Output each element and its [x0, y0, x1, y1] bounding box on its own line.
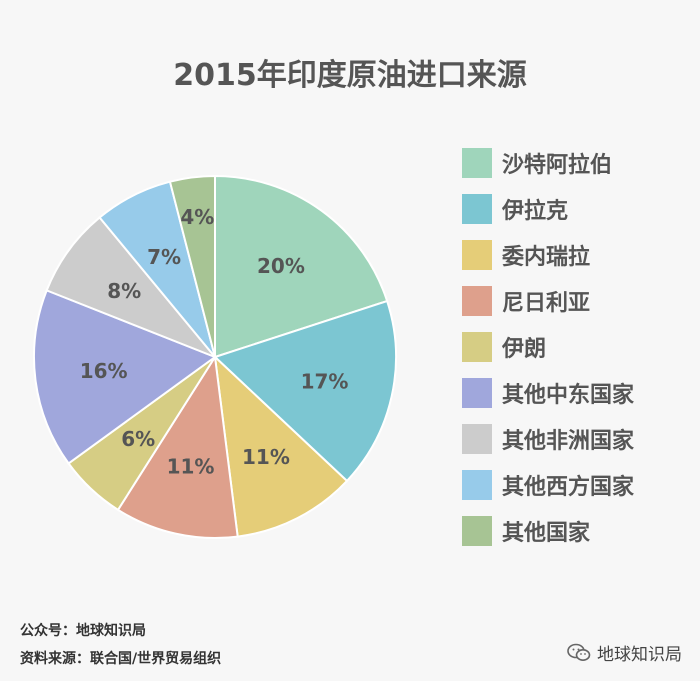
legend: 沙特阿拉伯伊拉克委内瑞拉尼日利亚伊朗其他中东国家 其他非洲国家 其他西方国家 其他国家	[462, 140, 634, 554]
legend-swatch-0	[462, 148, 492, 178]
legend-label-0: 沙特阿拉伯	[502, 153, 613, 178]
footer-source: 资料来源：联合国/世界贸易组织	[20, 651, 222, 667]
legend-label-2: 委内瑞拉	[502, 245, 591, 270]
slice-label-4: 6%	[121, 427, 155, 451]
legend-item-7: 其他西方国家	[462, 462, 634, 508]
slice-label-1: 17%	[301, 369, 349, 393]
brand-name: 地球知识局	[597, 645, 682, 665]
legend-label-1: 伊拉克	[502, 199, 569, 224]
pie-slice-1	[213, 299, 397, 483]
wechat-icon	[567, 643, 591, 661]
footer-account: 公众号：地球知识局	[20, 623, 146, 639]
legend-swatch-7	[462, 470, 492, 500]
legend-label-7: 其他西方国家	[502, 475, 635, 500]
legend-label-5: 其他中东国家	[502, 383, 635, 408]
slice-label-5: 16%	[80, 359, 128, 383]
legend-label-8: 其他国家	[502, 521, 591, 546]
pie-slice-0	[214, 174, 389, 359]
legend-swatch-2	[462, 240, 492, 270]
legend-swatch-4	[462, 332, 492, 362]
legend-item-8: 其他国家	[462, 508, 634, 554]
slice-label-3: 11%	[167, 455, 215, 479]
pie-slice-8	[168, 174, 216, 358]
legend-item-0: 沙特阿拉伯	[462, 140, 634, 186]
legend-label-6: 其他非洲国家	[502, 429, 635, 454]
pie-slice-2	[213, 354, 349, 538]
footer: 公众号：地球知识局 资料来源：联合国/世界贸易组织	[20, 620, 221, 676]
slice-label-6: 8%	[107, 279, 141, 303]
legend-item-5: 其他中东国家	[462, 370, 634, 416]
legend-label-4: 伊朗	[502, 337, 547, 362]
slice-label-7: 7%	[147, 245, 181, 269]
slice-label-8: 4%	[180, 205, 214, 229]
pie-slice-6	[45, 216, 216, 358]
slice-label-2: 11%	[242, 445, 290, 469]
legend-item-6: 其他非洲国家	[462, 416, 634, 462]
brand-watermark: 地球知识局	[567, 640, 682, 665]
legend-swatch-6	[462, 424, 492, 454]
legend-label-3: 尼日利亚	[502, 291, 591, 316]
legend-swatch-8	[462, 516, 492, 546]
legend-item-1: 伊拉克	[462, 186, 634, 232]
pie-slice-5	[33, 289, 218, 465]
legend-item-3: 尼日利亚	[462, 278, 634, 324]
slice-label-0: 20%	[257, 254, 305, 278]
legend-item-4: 伊朗	[462, 324, 634, 370]
chart-title: 2015年印度原油进口来源	[173, 58, 527, 93]
legend-swatch-3	[462, 286, 492, 316]
legend-item-2: 委内瑞拉	[462, 232, 634, 278]
legend-swatch-1	[462, 194, 492, 224]
legend-swatch-5	[462, 378, 492, 408]
pie-slice-3	[116, 354, 239, 539]
